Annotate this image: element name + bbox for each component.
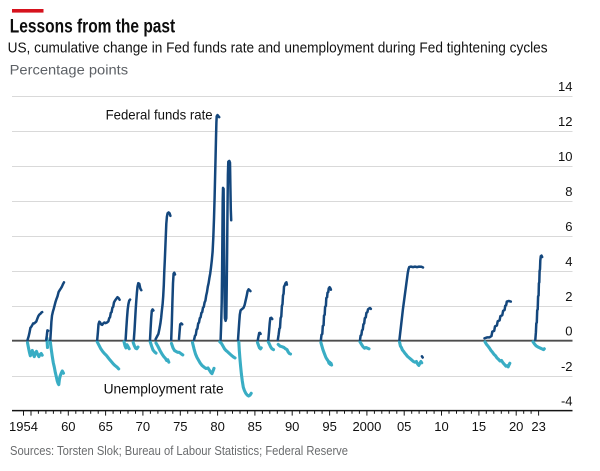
svg-text:85: 85 <box>248 419 262 434</box>
svg-text:10: 10 <box>434 419 448 434</box>
svg-text:1954: 1954 <box>9 419 38 434</box>
svg-text:80: 80 <box>210 419 224 434</box>
svg-text:15: 15 <box>472 419 486 434</box>
svg-text:-2: -2 <box>561 359 573 374</box>
svg-text:10: 10 <box>558 149 572 164</box>
svg-text:6: 6 <box>565 219 572 234</box>
svg-text:Federal funds rate: Federal funds rate <box>106 106 213 122</box>
svg-text:8: 8 <box>565 184 572 199</box>
svg-text:-4: -4 <box>561 394 573 409</box>
svg-text:65: 65 <box>98 419 112 434</box>
svg-text:75: 75 <box>173 419 187 434</box>
svg-text:2: 2 <box>565 289 572 304</box>
svg-text:12: 12 <box>558 114 572 129</box>
svg-text:0: 0 <box>565 324 572 339</box>
svg-text:20: 20 <box>509 419 523 434</box>
svg-text:4: 4 <box>565 254 572 269</box>
svg-text:Lessons from the past: Lessons from the past <box>10 17 176 38</box>
svg-text:2000: 2000 <box>352 419 381 434</box>
svg-text:90: 90 <box>285 419 299 434</box>
svg-text:95: 95 <box>322 419 336 434</box>
svg-text:70: 70 <box>136 419 150 434</box>
svg-text:US, cumulative change in Fed f: US, cumulative change in Fed funds rate … <box>8 39 548 56</box>
svg-text:05: 05 <box>397 419 411 434</box>
svg-text:14: 14 <box>558 79 572 94</box>
svg-text:Unemployment rate: Unemployment rate <box>104 381 224 397</box>
svg-text:Sources: Torsten Slok; Bureau: Sources: Torsten Slok; Bureau of Labour … <box>10 444 348 458</box>
svg-text:Percentage points: Percentage points <box>10 62 129 78</box>
svg-text:23: 23 <box>531 419 545 434</box>
svg-text:60: 60 <box>61 419 75 434</box>
